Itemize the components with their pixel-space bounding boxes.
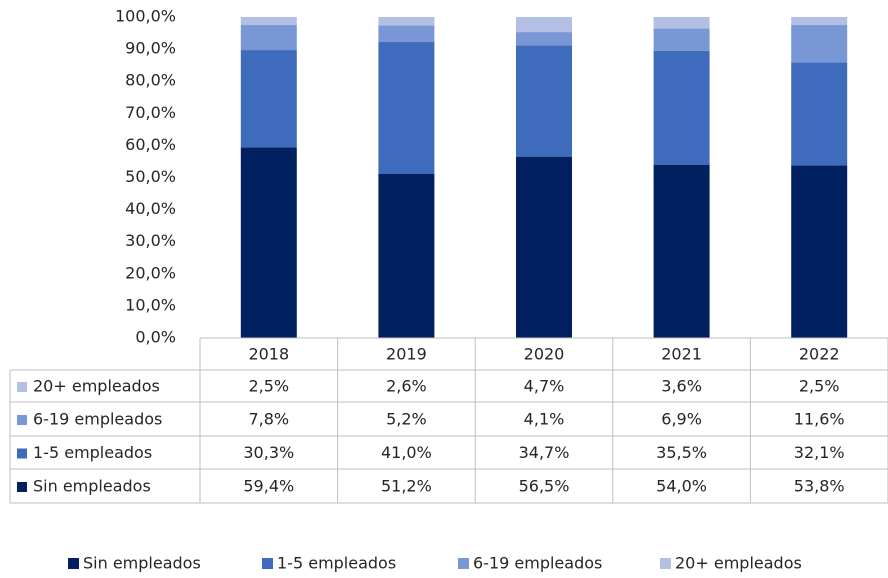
bar-segment bbox=[653, 17, 710, 29]
table-key bbox=[17, 415, 27, 425]
y-tick-label: 60,0% bbox=[125, 135, 176, 154]
bar-segment bbox=[378, 42, 435, 174]
y-tick-label: 100,0% bbox=[115, 7, 176, 26]
y-tick-label: 80,0% bbox=[125, 71, 176, 90]
bar-segment bbox=[791, 62, 848, 166]
bar-segment bbox=[791, 165, 848, 338]
table-cell: 4,7% bbox=[524, 377, 565, 396]
y-tick-label: 70,0% bbox=[125, 103, 176, 122]
table-cell: 2,5% bbox=[799, 377, 840, 396]
table-key bbox=[17, 482, 27, 492]
bar-segment bbox=[653, 164, 710, 338]
table-cell: 11,6% bbox=[794, 410, 845, 429]
legend-swatch bbox=[68, 558, 79, 569]
table-row-label: 20+ empleados bbox=[33, 377, 160, 396]
bar-segment bbox=[378, 173, 435, 338]
y-tick-label: 10,0% bbox=[125, 295, 176, 314]
table-cell: 4,1% bbox=[524, 410, 565, 429]
x-tick-label: 2021 bbox=[661, 345, 702, 364]
bar-segment bbox=[653, 28, 710, 51]
table-cell: 32,1% bbox=[794, 443, 845, 462]
table-row-label: Sin empleados bbox=[33, 477, 151, 496]
y-tick-label: 50,0% bbox=[125, 167, 176, 186]
bar-segment bbox=[240, 147, 297, 338]
legend-label: Sin empleados bbox=[83, 554, 201, 573]
table-cell: 35,5% bbox=[656, 443, 707, 462]
bar-segment bbox=[791, 17, 848, 26]
table-row-label: 1-5 empleados bbox=[33, 443, 152, 462]
x-tick-label: 2022 bbox=[799, 345, 840, 364]
table-cell: 2,5% bbox=[248, 377, 289, 396]
bar-segment bbox=[378, 25, 435, 43]
bar-segment bbox=[516, 156, 572, 338]
table-cell: 30,3% bbox=[243, 443, 294, 462]
y-tick-label: 20,0% bbox=[125, 263, 176, 282]
table-cell: 34,7% bbox=[519, 443, 570, 462]
bar-segment bbox=[516, 17, 572, 33]
bar-segment bbox=[240, 50, 297, 148]
table-cell: 7,8% bbox=[248, 410, 289, 429]
table-key bbox=[17, 448, 27, 459]
x-tick-label: 2018 bbox=[248, 345, 289, 364]
y-tick-label: 40,0% bbox=[125, 199, 176, 218]
table-cell: 59,4% bbox=[243, 477, 294, 496]
bar-segment bbox=[791, 25, 848, 63]
table-cell: 2,6% bbox=[386, 377, 427, 396]
y-tick-label: 90,0% bbox=[125, 39, 176, 58]
bar-segment bbox=[240, 17, 297, 26]
table-cell: 56,5% bbox=[519, 477, 570, 496]
table-cell: 51,2% bbox=[381, 477, 432, 496]
bar-segment bbox=[516, 32, 572, 46]
legend-label: 6-19 empleados bbox=[473, 554, 602, 573]
table-cell: 3,6% bbox=[661, 377, 702, 396]
bar-segment bbox=[653, 50, 710, 165]
table-cell: 41,0% bbox=[381, 443, 432, 462]
legend-swatch bbox=[660, 558, 671, 569]
table-cell: 54,0% bbox=[656, 477, 707, 496]
x-tick-label: 2020 bbox=[524, 345, 565, 364]
table-key bbox=[17, 382, 27, 392]
table-cell: 6,9% bbox=[661, 410, 702, 429]
table-cell: 53,8% bbox=[794, 477, 845, 496]
table-cell: 5,2% bbox=[386, 410, 427, 429]
y-tick-label: 30,0% bbox=[125, 231, 176, 250]
bar-segment bbox=[516, 45, 572, 157]
x-tick-label: 2019 bbox=[386, 345, 427, 364]
bar-segment bbox=[240, 25, 297, 51]
legend-label: 20+ empleados bbox=[675, 554, 802, 573]
legend-label: 1-5 empleados bbox=[277, 554, 396, 573]
bar-segment bbox=[378, 17, 435, 26]
table-row-label: 6-19 empleados bbox=[33, 410, 162, 429]
y-tick-label: 0,0% bbox=[135, 328, 176, 347]
legend-swatch bbox=[262, 558, 273, 569]
legend-swatch bbox=[458, 558, 469, 569]
